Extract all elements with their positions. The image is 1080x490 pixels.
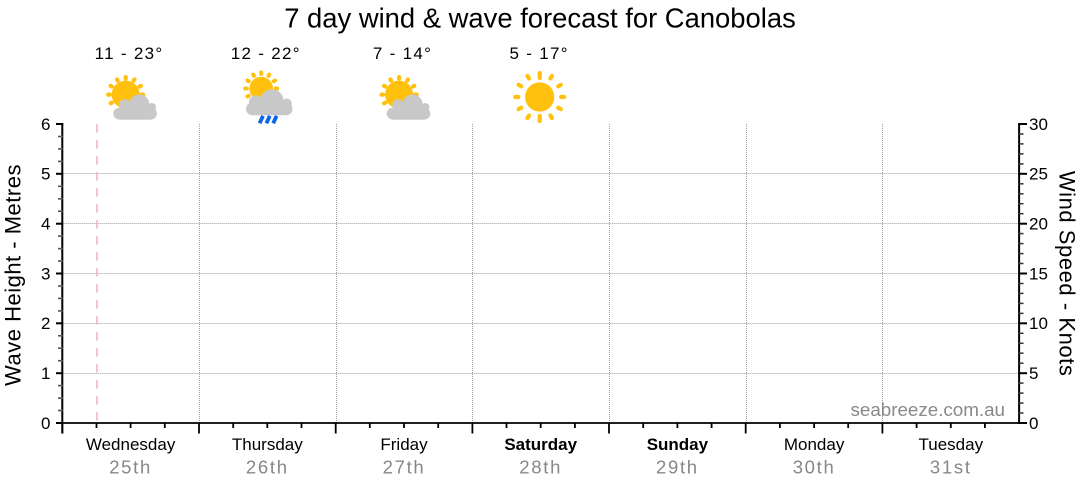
svg-text:7 - 14°: 7 - 14°	[373, 44, 432, 63]
svg-text:3: 3	[41, 264, 50, 283]
svg-text:4: 4	[41, 215, 50, 234]
svg-text:Friday: Friday	[380, 435, 428, 454]
svg-text:Sunday: Sunday	[647, 435, 709, 454]
svg-text:Monday: Monday	[784, 435, 845, 454]
svg-text:Wednesday: Wednesday	[86, 435, 176, 454]
svg-text:1: 1	[41, 364, 50, 383]
svg-text:26th: 26th	[246, 456, 289, 477]
svg-text:5: 5	[1029, 364, 1038, 383]
svg-text:30th: 30th	[793, 456, 836, 477]
svg-text:Tuesday: Tuesday	[919, 435, 984, 454]
svg-text:12 - 22°: 12 - 22°	[231, 44, 301, 63]
svg-text:28th: 28th	[519, 456, 562, 477]
svg-text:Thursday: Thursday	[232, 435, 303, 454]
svg-text:30: 30	[1029, 115, 1048, 134]
svg-text:31st: 31st	[930, 456, 972, 477]
svg-text:5: 5	[41, 165, 50, 184]
svg-text:Wind Speed - Knots: Wind Speed - Knots	[1055, 171, 1080, 377]
svg-text:6: 6	[41, 115, 50, 134]
svg-text:0: 0	[41, 414, 50, 433]
svg-text:25th: 25th	[109, 456, 152, 477]
svg-text:27th: 27th	[383, 456, 426, 477]
svg-text:25: 25	[1029, 165, 1048, 184]
svg-text:0: 0	[1029, 414, 1038, 433]
svg-text:29th: 29th	[656, 456, 699, 477]
svg-text:11 - 23°: 11 - 23°	[95, 44, 164, 63]
svg-text:2: 2	[41, 314, 50, 333]
svg-text:seabreeze.com.au: seabreeze.com.au	[850, 399, 1005, 420]
svg-text:Wave Height - Metres: Wave Height - Metres	[1, 164, 26, 386]
svg-text:10: 10	[1029, 314, 1048, 333]
svg-text:15: 15	[1029, 264, 1048, 283]
svg-text:5 - 17°: 5 - 17°	[510, 44, 569, 63]
svg-text:Saturday: Saturday	[504, 435, 577, 454]
svg-text:7 day wind & wave forecast for: 7 day wind & wave forecast for Canobolas	[284, 3, 796, 34]
svg-text:20: 20	[1029, 215, 1048, 234]
